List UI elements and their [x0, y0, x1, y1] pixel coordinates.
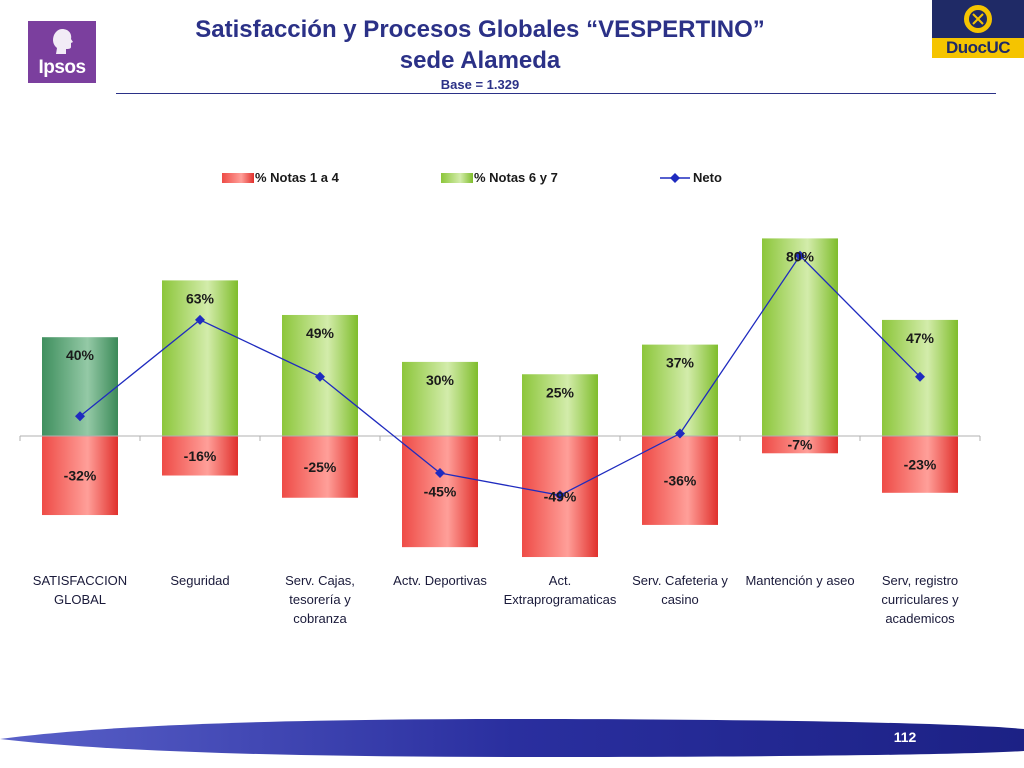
label-positive-7: 47%: [906, 330, 935, 346]
label-positive-0: 40%: [66, 347, 95, 363]
page-subtitle: sede Alameda: [399, 47, 561, 74]
neto-point-0: [75, 411, 85, 422]
bar-negative-1: [162, 436, 238, 476]
legend-label-2: % Notas 6 y 7: [474, 170, 558, 185]
neto-point-1: [195, 314, 205, 325]
label-negative-5: -36%: [664, 472, 697, 488]
legend-label-3: Neto: [693, 170, 722, 185]
neto-point-5: [675, 428, 685, 439]
base-label: Base = 1.329: [440, 77, 520, 92]
label-positive-3: 30%: [426, 372, 455, 388]
label-negative-7: -23%: [904, 456, 937, 472]
neto-line: [79, 254, 921, 496]
label-negative-6: -7%: [788, 437, 813, 453]
label-negative-4: -49%: [544, 489, 577, 505]
ipsos-face-icon: [53, 29, 73, 54]
ipsos-logo: Ipsos: [28, 21, 96, 83]
category-label-5: Serv. Cafeteria y casino: [632, 573, 728, 607]
footer-band: [0, 719, 1024, 757]
duoc-crest-icon: [962, 3, 994, 35]
duoc-logo-text: DuocUC: [932, 38, 1024, 58]
bar-positive-5: [642, 344, 718, 436]
page-title: Satisfacción y Procesos Globales “VESPER…: [195, 16, 765, 43]
label-negative-1: -16%: [184, 448, 217, 464]
neto-point-6: [795, 250, 805, 261]
category-label-1: Seguridad: [170, 573, 229, 588]
bar-negative-6: [762, 436, 838, 454]
category-label-6: Mantención y aseo: [745, 573, 854, 588]
label-positive-4: 25%: [546, 384, 575, 400]
bar-negative-3: [402, 436, 478, 548]
neto-point-4: [555, 490, 565, 501]
bar-positive-6: [762, 238, 838, 436]
bar-negative-0: [42, 436, 118, 516]
page-number: 112: [893, 729, 917, 745]
category-label-4: Act. Extraprogramaticas: [504, 573, 617, 607]
label-negative-3: -45%: [424, 484, 457, 500]
title-divider: [116, 93, 996, 94]
legend-neto-marker: [670, 173, 680, 183]
category-label-3: Actv. Deportivas: [393, 573, 487, 588]
neto-point-7: [915, 371, 925, 382]
label-positive-6: 80%: [786, 248, 815, 264]
duoc-logo: DuocUC: [932, 0, 1024, 58]
bar-negative-7: [882, 436, 958, 493]
category-label-0: SATISFACCION GLOBAL: [33, 573, 127, 607]
bar-positive-4: [522, 374, 598, 436]
ipsos-logo-text: Ipsos: [38, 57, 86, 78]
legend-swatch-1: [222, 173, 254, 183]
bar-positive-3: [402, 361, 478, 436]
label-negative-2: -25%: [304, 459, 337, 475]
category-label-7: Serv, registro curriculares y academicos: [881, 573, 959, 626]
neto-point-2: [315, 371, 325, 382]
label-positive-5: 37%: [666, 355, 695, 371]
chart-legend: % Notas 1 a 4 % Notas 6 y 7 Neto: [222, 170, 722, 185]
satisfaction-chart: % Notas 1 a 4 % Notas 6 y 7 Neto 40% -32% 63…: [19, 170, 981, 626]
bar-negative-2: [282, 436, 358, 498]
legend-label-1: % Notas 1 a 4: [255, 170, 340, 185]
bar-positive-1: [162, 280, 238, 436]
label-positive-2: 49%: [306, 325, 335, 341]
neto-point-3: [435, 468, 445, 479]
legend-swatch-2: [441, 173, 473, 183]
bar-negative-5: [642, 436, 718, 525]
category-label-2: Serv. Cajas, tesorería y cobranza: [285, 573, 355, 626]
label-positive-1: 63%: [186, 290, 215, 306]
label-negative-0: -32%: [64, 468, 97, 484]
